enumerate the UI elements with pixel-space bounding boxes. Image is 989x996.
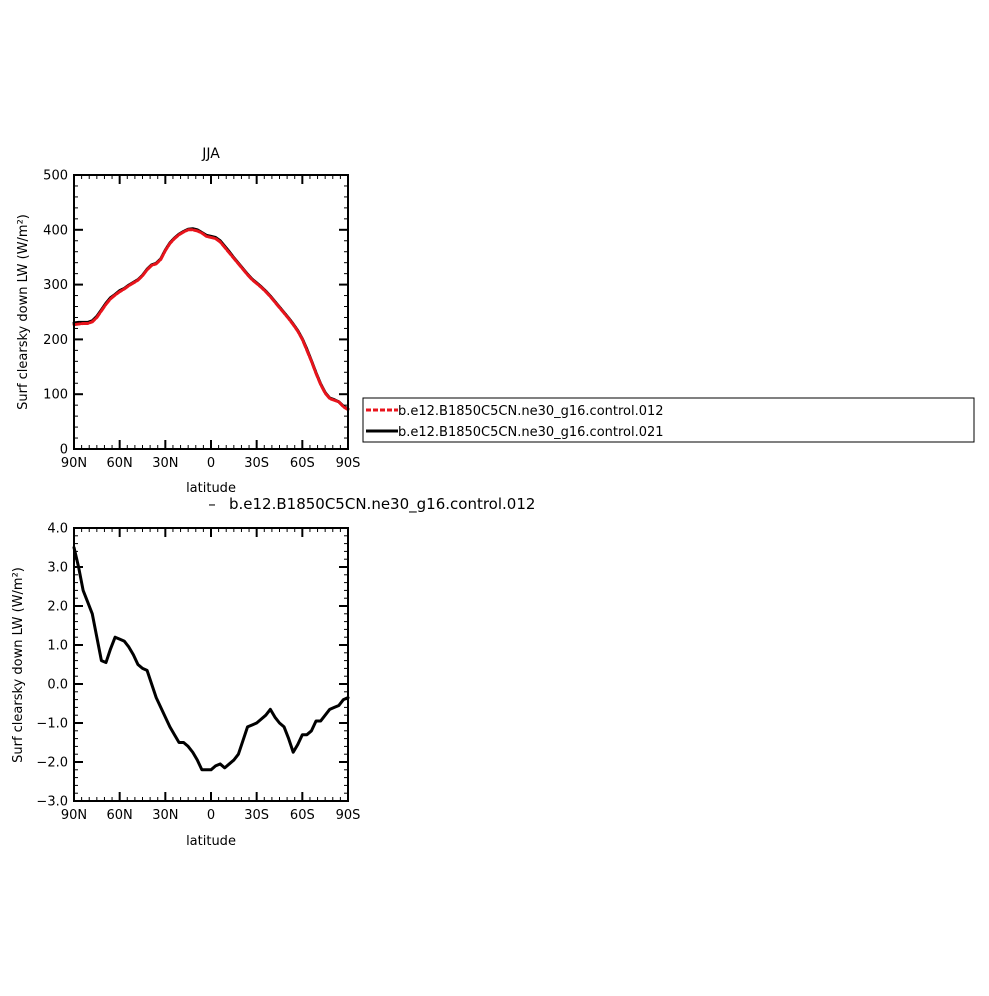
legend-label-012: b.e12.B1850C5CN.ne30_g16.control.012 (398, 404, 664, 419)
legend-box (362, 397, 975, 443)
bottom-panel-frame (73, 527, 349, 802)
bottom-x-tick-label: 0 (207, 808, 215, 823)
top-y-tick-label: 500 (43, 169, 68, 184)
bottom-x-tick-label: 90N (61, 808, 87, 823)
top-x-tick-label: 30S (244, 456, 269, 471)
top-x-tick-label: 0 (207, 456, 215, 471)
top-panel: JJA 90N 60N 30N 0 30S 60S 90S0100200300400500 … (16, 146, 360, 496)
top-panel-ylabel: Surf clearsky down LW (W/m²) (16, 214, 31, 410)
bottom-panel-series (72, 546, 350, 772)
bottom-x-tick-label: 30S (244, 808, 269, 823)
top-x-tick-label: 90S (336, 456, 361, 471)
top-x-tick-label: 90N (61, 456, 87, 471)
top-series-line-0 (72, 228, 350, 412)
bottom-y-tick-label: 2.0 (47, 600, 68, 615)
top-x-tick-label: 30N (152, 456, 178, 471)
top-y-tick-label: 300 (43, 278, 68, 293)
bottom-x-tick-label: 30N (152, 808, 178, 823)
top-panel-frame (73, 174, 349, 450)
top-x-tick-label: 60N (107, 456, 133, 471)
top-y-tick-label: 0 (60, 443, 68, 458)
bottom-panel-title-dash: – (208, 495, 216, 513)
bottom-y-tick-label: 1.0 (47, 639, 68, 654)
bottom-panel-ylabel: Surf clearsky down LW (W/m²) (11, 567, 26, 763)
bottom-y-tick-label: 3.0 (47, 561, 68, 576)
bottom-x-tick-label: 60S (290, 808, 315, 823)
top-series-line-1 (72, 227, 350, 411)
bottom-panel-title: b.e12.B1850C5CN.ne30_g16.control.012 (229, 495, 535, 514)
legend: b.e12.B1850C5CN.ne30_g16.control.012 b.e… (362, 397, 975, 443)
top-y-tick-label: 200 (43, 333, 68, 348)
top-panel-title: JJA (201, 146, 220, 162)
top-y-tick-label: 100 (43, 388, 68, 403)
legend-label-021: b.e12.B1850C5CN.ne30_g16.control.021 (398, 425, 664, 440)
bottom-y-tick-label: 0.0 (47, 678, 68, 693)
bottom-panel-xlabel: latitude (186, 834, 236, 849)
bottom-series-line-0 (72, 546, 350, 772)
top-x-tick-label: 60S (290, 456, 315, 471)
top-y-tick-label: 400 (43, 223, 68, 238)
bottom-y-tick-label: 4.0 (47, 522, 68, 537)
bottom-y-tick-label: −3.0 (36, 795, 68, 810)
bottom-panel: – b.e12.B1850C5CN.ne30_g16.control.012 9… (11, 495, 535, 849)
top-panel-xlabel: latitude (186, 481, 236, 496)
bottom-y-tick-label: −2.0 (36, 756, 68, 771)
bottom-x-tick-label: 60N (107, 808, 133, 823)
top-panel-series (72, 227, 350, 412)
bottom-y-tick-label: −1.0 (36, 717, 68, 732)
bottom-x-tick-label: 90S (336, 808, 361, 823)
